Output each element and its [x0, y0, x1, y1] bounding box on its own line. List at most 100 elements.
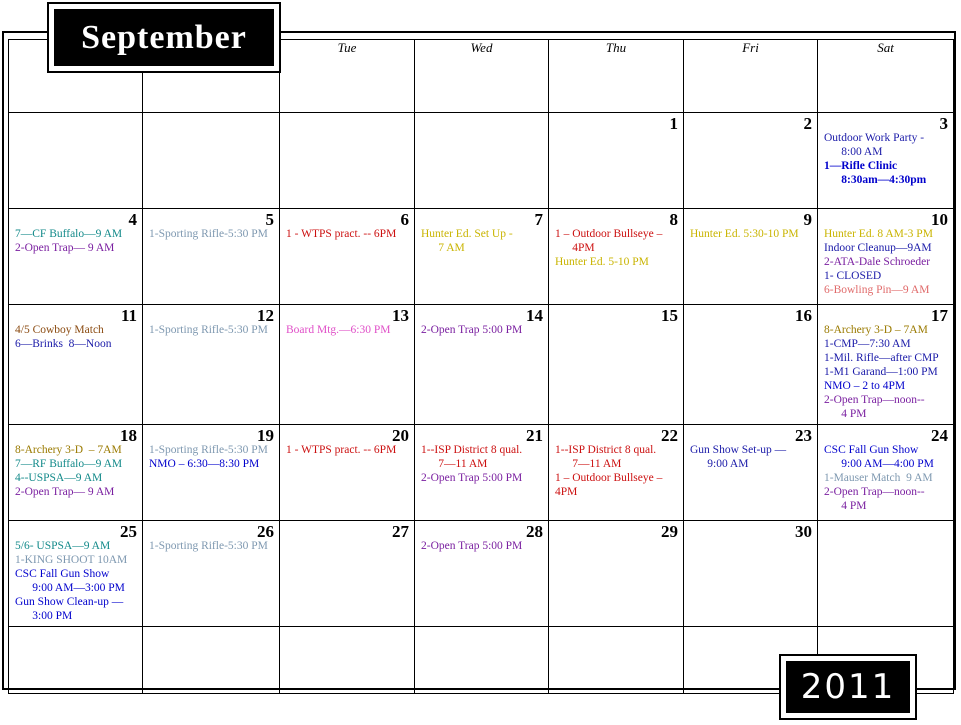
- event-item[interactable]: 6—Brinks 8—Noon: [15, 338, 112, 350]
- day-cell[interactable]: 25 5/6- USPSA—9 AM 1-KING SHOOT 10AM CSC Fa…: [8, 520, 143, 627]
- day-cell[interactable]: 10 Hunter Ed. 8 AM-3 PM Indoor Cleanup—9AM…: [817, 208, 954, 305]
- day-cell[interactable]: 27: [279, 520, 415, 627]
- day-cell[interactable]: [414, 112, 549, 209]
- day-cell[interactable]: 12 1-Sporting Rifle-5:30 PM: [142, 304, 280, 425]
- event-list: 1-Sporting Rifle-5:30 PM NMO – 6:30—8:30 …: [149, 443, 277, 471]
- day-cell[interactable]: 9 Hunter Ed. 5:30-10 PM: [683, 208, 818, 305]
- day-number: 22: [661, 426, 678, 445]
- day-cell[interactable]: 13 Board Mtg.—6:30 PM: [279, 304, 415, 425]
- event-item[interactable]: NMO – 2 to 4PM: [824, 380, 906, 392]
- day-cell[interactable]: 24 CSC Fall Gun Show 9:00 AM—4:00 PM 1-Mau…: [817, 424, 954, 521]
- day-cell[interactable]: 18 8-Archery 3-D – 7AM 7—RF Buffalo—9 AM 4-…: [8, 424, 143, 521]
- event-item[interactable]: Indoor Cleanup—9AM: [824, 242, 932, 254]
- event-item[interactable]: 7—CF Buffalo—9 AM: [15, 228, 123, 240]
- event-item[interactable]: Hunter Ed. 8 AM-3 PM: [824, 228, 933, 240]
- day-cell-content: 25 5/6- USPSA—9 AM 1-KING SHOOT 10AM CSC Fa…: [10, 522, 142, 626]
- day-cell[interactable]: 22 1--ISP District 8 qual. 7—11 AM 1 – Out…: [548, 424, 684, 521]
- day-cell[interactable]: 29: [548, 520, 684, 627]
- event-item[interactable]: 1-KING SHOOT 10AM: [15, 554, 128, 566]
- event-item[interactable]: 8-Archery 3-D – 7AM: [824, 324, 928, 336]
- day-cell[interactable]: 28 2-Open Trap 5:00 PM: [414, 520, 549, 627]
- event-item[interactable]: 1- CLOSED: [824, 270, 882, 282]
- event-item[interactable]: Hunter Ed. Set Up - 7 AM: [421, 228, 513, 254]
- day-cell[interactable]: 4 7—CF Buffalo—9 AM 2-Open Trap— 9 AM: [8, 208, 143, 305]
- day-cell[interactable]: 17 8-Archery 3-D – 7AM 1-CMP—7:30 AM 1-Mil.…: [817, 304, 954, 425]
- event-item[interactable]: Gun Show Set-up — 9:00 AM: [690, 444, 787, 470]
- day-cell-content: 23 Gun Show Set-up — 9:00 AM: [685, 426, 817, 520]
- day-cell[interactable]: 30: [683, 520, 818, 627]
- event-item[interactable]: 7—RF Buffalo—9 AM: [15, 458, 123, 470]
- event-item[interactable]: 2-Open Trap— 9 AM: [15, 486, 115, 498]
- event-item[interactable]: CSC Fall Gun Show 9:00 AM—3:00 PM: [15, 568, 125, 594]
- day-cell[interactable]: 19 1-Sporting Rifle-5:30 PM NMO – 6:30—8:3…: [142, 424, 280, 521]
- day-cell[interactable]: [414, 626, 549, 694]
- day-cell[interactable]: [142, 112, 280, 209]
- event-list: CSC Fall Gun Show 9:00 AM—4:00 PM 1-Mause…: [824, 443, 951, 513]
- day-cell[interactable]: 26 1-Sporting Rifle-5:30 PM: [142, 520, 280, 627]
- event-item[interactable]: 1-M1 Garand—1:00 PM: [824, 366, 938, 378]
- day-cell-content: 8 1 – Outdoor Bullseye – 4PM Hunter Ed. 5-…: [550, 210, 683, 304]
- day-cell[interactable]: 11 4/5 Cowboy Match 6—Brinks 8—Noon: [8, 304, 143, 425]
- event-item[interactable]: 1-Sporting Rifle-5:30 PM: [149, 228, 268, 240]
- event-item[interactable]: 4--USPSA—9 AM: [15, 472, 103, 484]
- event-item[interactable]: 1-Mil. Rifle—after CMP: [824, 352, 939, 364]
- event-item[interactable]: NMO – 6:30—8:30 PM: [149, 458, 260, 470]
- event-item[interactable]: 2-ATA-Dale Schroeder: [824, 256, 931, 268]
- event-item[interactable]: 2-Open Trap—noon-- 4 PM: [824, 486, 925, 512]
- event-item[interactable]: 8-Archery 3-D – 7AM: [15, 444, 122, 456]
- event-item[interactable]: 6-Bowling Pin—9 AM: [824, 284, 930, 296]
- event-list: 1-Sporting Rifle-5:30 PM: [149, 227, 277, 241]
- event-item[interactable]: 1 – Outdoor Bullseye – 4PM: [555, 472, 663, 498]
- event-item[interactable]: 1-Mauser Match 9 AM: [824, 472, 933, 484]
- event-item[interactable]: 1-Sporting Rifle-5:30 PM: [149, 324, 268, 336]
- event-item[interactable]: 2-Open Trap 5:00 PM: [421, 540, 523, 552]
- day-cell-content: 4 7—CF Buffalo—9 AM 2-Open Trap— 9 AM: [10, 210, 142, 304]
- day-cell[interactable]: 8 1 – Outdoor Bullseye – 4PM Hunter Ed. 5-…: [548, 208, 684, 305]
- event-item[interactable]: Board Mtg.—6:30 PM: [286, 324, 391, 336]
- event-item[interactable]: 1--ISP District 8 qual. 7—11 AM: [555, 444, 657, 470]
- event-item[interactable]: 1 – Outdoor Bullseye – 4PM: [555, 228, 663, 254]
- event-item[interactable]: 2-Open Trap—noon-- 4 PM: [824, 394, 925, 420]
- day-cell[interactable]: 7 Hunter Ed. Set Up - 7 AM: [414, 208, 549, 305]
- day-cell-content: 29: [550, 522, 683, 626]
- event-item[interactable]: 1-Sporting Rifle-5:30 PM: [149, 540, 268, 552]
- day-cell[interactable]: 23 Gun Show Set-up — 9:00 AM: [683, 424, 818, 521]
- event-item[interactable]: CSC Fall Gun Show 9:00 AM—4:00 PM: [824, 444, 934, 470]
- event-list: 1-Sporting Rifle-5:30 PM: [149, 323, 277, 337]
- day-cell[interactable]: [279, 626, 415, 694]
- event-item[interactable]: Hunter Ed. 5-10 PM: [555, 256, 649, 268]
- event-item[interactable]: Gun Show Clean-up — 3:00 PM: [15, 596, 124, 622]
- day-cell[interactable]: [817, 520, 954, 627]
- day-cell[interactable]: [279, 112, 415, 209]
- day-cell[interactable]: 3 Outdoor Work Party - 8:00 AM 1—Rifle Cli…: [817, 112, 954, 209]
- day-cell[interactable]: 20 1 - WTPS pract. -- 6PM: [279, 424, 415, 521]
- day-number: 7: [534, 210, 544, 229]
- day-cell[interactable]: 16: [683, 304, 818, 425]
- event-item[interactable]: 4/5 Cowboy Match: [15, 324, 104, 336]
- event-item[interactable]: Hunter Ed. 5:30-10 PM: [690, 228, 799, 240]
- event-item[interactable]: 2-Open Trap— 9 AM: [15, 242, 115, 254]
- day-cell[interactable]: 5 1-Sporting Rifle-5:30 PM: [142, 208, 280, 305]
- event-item[interactable]: 2-Open Trap 5:00 PM: [421, 472, 523, 484]
- event-item[interactable]: 5/6- USPSA—9 AM: [15, 540, 111, 552]
- event-item[interactable]: 1-Sporting Rifle-5:30 PM: [149, 444, 268, 456]
- event-item[interactable]: 1 - WTPS pract. -- 6PM: [286, 444, 397, 456]
- event-item[interactable]: 1--ISP District 8 qual. 7—11 AM: [421, 444, 523, 470]
- event-item[interactable]: 1 - WTPS pract. -- 6PM: [286, 228, 397, 240]
- event-item[interactable]: 1-CMP—7:30 AM: [824, 338, 911, 350]
- day-cell[interactable]: 1: [548, 112, 684, 209]
- event-list: Hunter Ed. 8 AM-3 PM Indoor Cleanup—9AM 2-…: [824, 227, 951, 297]
- day-cell-content: [819, 522, 953, 626]
- event-item[interactable]: Outdoor Work Party - 8:00 AM: [824, 132, 925, 158]
- event-item[interactable]: 1—Rifle Clinic 8:30am—4:30pm: [824, 160, 927, 186]
- day-cell[interactable]: 21 1--ISP District 8 qual. 7—11 AM 2-Open …: [414, 424, 549, 521]
- day-cell[interactable]: 15: [548, 304, 684, 425]
- day-cell[interactable]: [142, 626, 280, 694]
- day-cell[interactable]: [8, 112, 143, 209]
- day-cell[interactable]: [548, 626, 684, 694]
- day-cell[interactable]: 2: [683, 112, 818, 209]
- event-item[interactable]: 2-Open Trap 5:00 PM: [421, 324, 523, 336]
- day-cell[interactable]: 14 2-Open Trap 5:00 PM: [414, 304, 549, 425]
- day-cell[interactable]: [8, 626, 143, 694]
